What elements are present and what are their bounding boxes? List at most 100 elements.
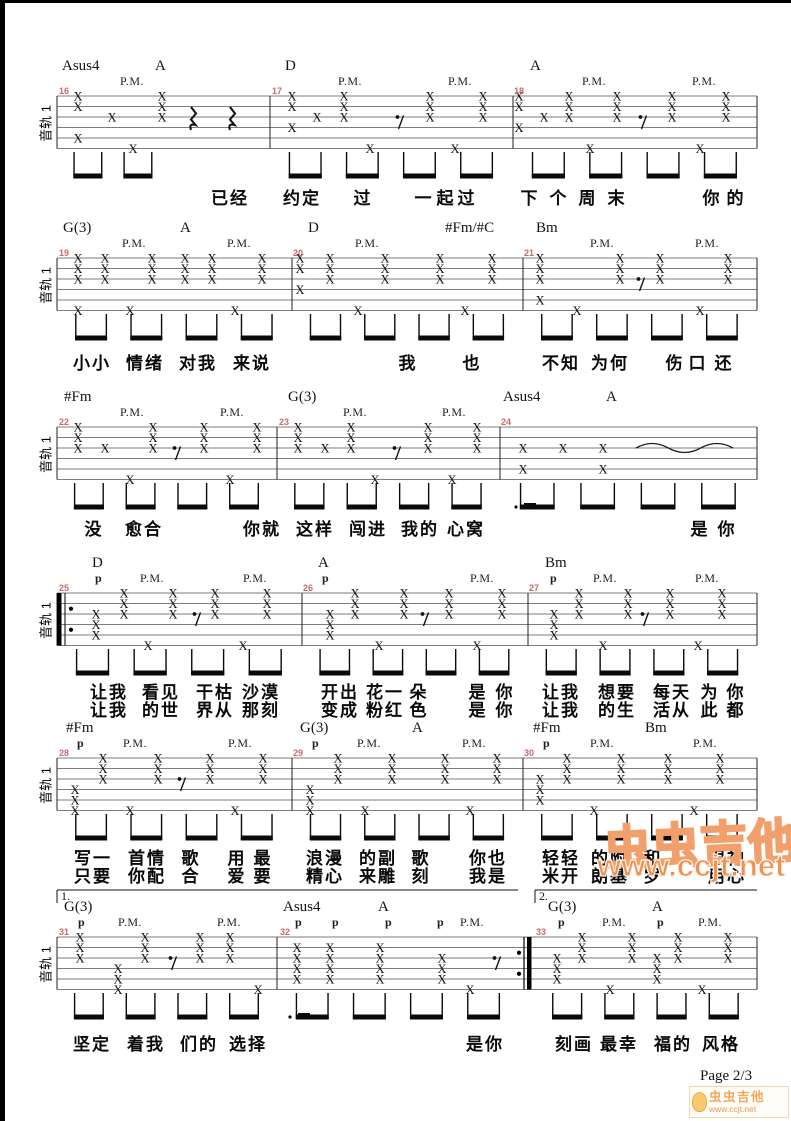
muted-note-x: X: [497, 597, 506, 611]
muted-note-x: X: [153, 751, 162, 765]
stem: [613, 483, 616, 509]
muted-note-x: X: [113, 962, 122, 976]
lyric-syllable: 你: [702, 189, 722, 208]
stem: [339, 314, 342, 340]
stem: [229, 483, 231, 509]
beam: [425, 670, 457, 676]
muted-note-x: X: [153, 762, 162, 776]
muted-note-x: X: [168, 597, 177, 611]
stem: [472, 814, 475, 840]
stem: [133, 649, 135, 675]
lyric-syllable: 你: [726, 683, 746, 702]
muted-note-x: X: [552, 972, 561, 986]
beam: [309, 335, 342, 341]
beam: [460, 173, 494, 179]
muted-note-x: X: [148, 420, 157, 434]
lyric-syllable: 让我: [542, 683, 580, 702]
stem: [185, 314, 187, 340]
beam: [191, 670, 225, 676]
muted-note-x: X: [440, 762, 449, 776]
muted-note-x: X: [70, 783, 79, 797]
muted-note-x: X: [623, 586, 632, 600]
muted-note-x: X: [612, 110, 621, 124]
chord-label: G(3): [64, 899, 93, 915]
muted-note-x: X: [667, 89, 676, 103]
muted-note-x: X: [435, 262, 444, 276]
lyric-syllable: 是: [468, 683, 488, 702]
muted-note-x: X: [440, 751, 449, 765]
volta-number: 2.: [539, 889, 548, 903]
stem: [681, 814, 683, 840]
chord-label: Bm: [545, 555, 567, 571]
beam: [73, 1014, 104, 1020]
stem: [705, 314, 708, 340]
beam: [229, 504, 259, 510]
beam: [604, 1014, 635, 1020]
lyric-syllable: 为: [700, 683, 720, 702]
stem: [734, 483, 736, 509]
page-top-border: [0, 0, 791, 3]
muted-note-x: X: [715, 772, 724, 786]
muted-note-x: X: [147, 262, 156, 276]
lyric-syllable: 的附: [591, 849, 629, 868]
muted-note-x: X: [207, 272, 216, 286]
chord-label: D: [92, 555, 103, 571]
muted-note-x: X: [325, 628, 334, 642]
muted-note-x: X: [423, 420, 432, 434]
muted-note-x: X: [292, 962, 301, 976]
beam: [185, 835, 218, 841]
muted-note-x: X: [119, 586, 128, 600]
lyric-syllable: 你: [495, 683, 515, 702]
dynamic-p-label: p: [543, 736, 550, 750]
stem: [375, 483, 377, 509]
stem: [154, 483, 156, 509]
beam: [705, 835, 738, 841]
site-logo-url: www.ccjt.net: [709, 1104, 757, 1114]
chord-label: G(3): [548, 899, 577, 915]
muted-note-x: X: [258, 751, 267, 765]
muted-note-x: X: [339, 100, 348, 114]
page-number: Page 2/3: [700, 1068, 753, 1084]
muted-note-x: X: [717, 607, 726, 621]
palm-mute-label: P.M.: [590, 236, 615, 250]
muted-note-x: X: [199, 420, 208, 434]
stem: [154, 993, 156, 1019]
stem: [75, 649, 78, 675]
muted-note-x: X: [199, 431, 208, 445]
site-logo-title: 虫虫吉他: [709, 1089, 766, 1104]
lyric-syllable: 周: [578, 189, 598, 208]
muted-note-x: X: [615, 272, 624, 286]
beam: [552, 1014, 583, 1020]
muted-note-x: X: [262, 597, 271, 611]
stem: [629, 649, 631, 675]
muted-note-x: X: [325, 607, 334, 621]
muted-note-x: X: [721, 89, 730, 103]
track-label: 音轨 1: [38, 946, 54, 983]
beam: [467, 1014, 501, 1020]
beam: [352, 1014, 386, 1020]
dynamic-p-label: p: [332, 915, 339, 929]
beam: [177, 1014, 208, 1020]
lyric-syllable: 坚定: [73, 1035, 111, 1054]
beam: [73, 173, 103, 179]
measure-number: 19: [59, 248, 70, 258]
beam: [295, 1014, 329, 1020]
muted-note-x: X: [375, 972, 384, 986]
palm-mute-label: P.M.: [243, 571, 268, 585]
beam: [640, 504, 676, 510]
muted-note-x: X: [157, 89, 166, 103]
stem: [105, 314, 108, 340]
lyric-syllable: 轻轻: [542, 849, 580, 868]
lyric-syllable: 最幸: [600, 1035, 638, 1054]
muted-note-x: X: [549, 607, 558, 621]
muted-note-x: X: [339, 89, 348, 103]
eighth-rest: [170, 956, 178, 971]
lyric-syllable: 是你: [466, 1035, 504, 1054]
chord-label: A: [606, 389, 617, 405]
chord-label: G(3): [300, 720, 329, 736]
muted-note-x: X: [717, 597, 726, 611]
measure-number: 31: [59, 927, 70, 937]
muted-note-x: X: [339, 110, 348, 124]
track-label: 音轨 1: [38, 105, 54, 142]
